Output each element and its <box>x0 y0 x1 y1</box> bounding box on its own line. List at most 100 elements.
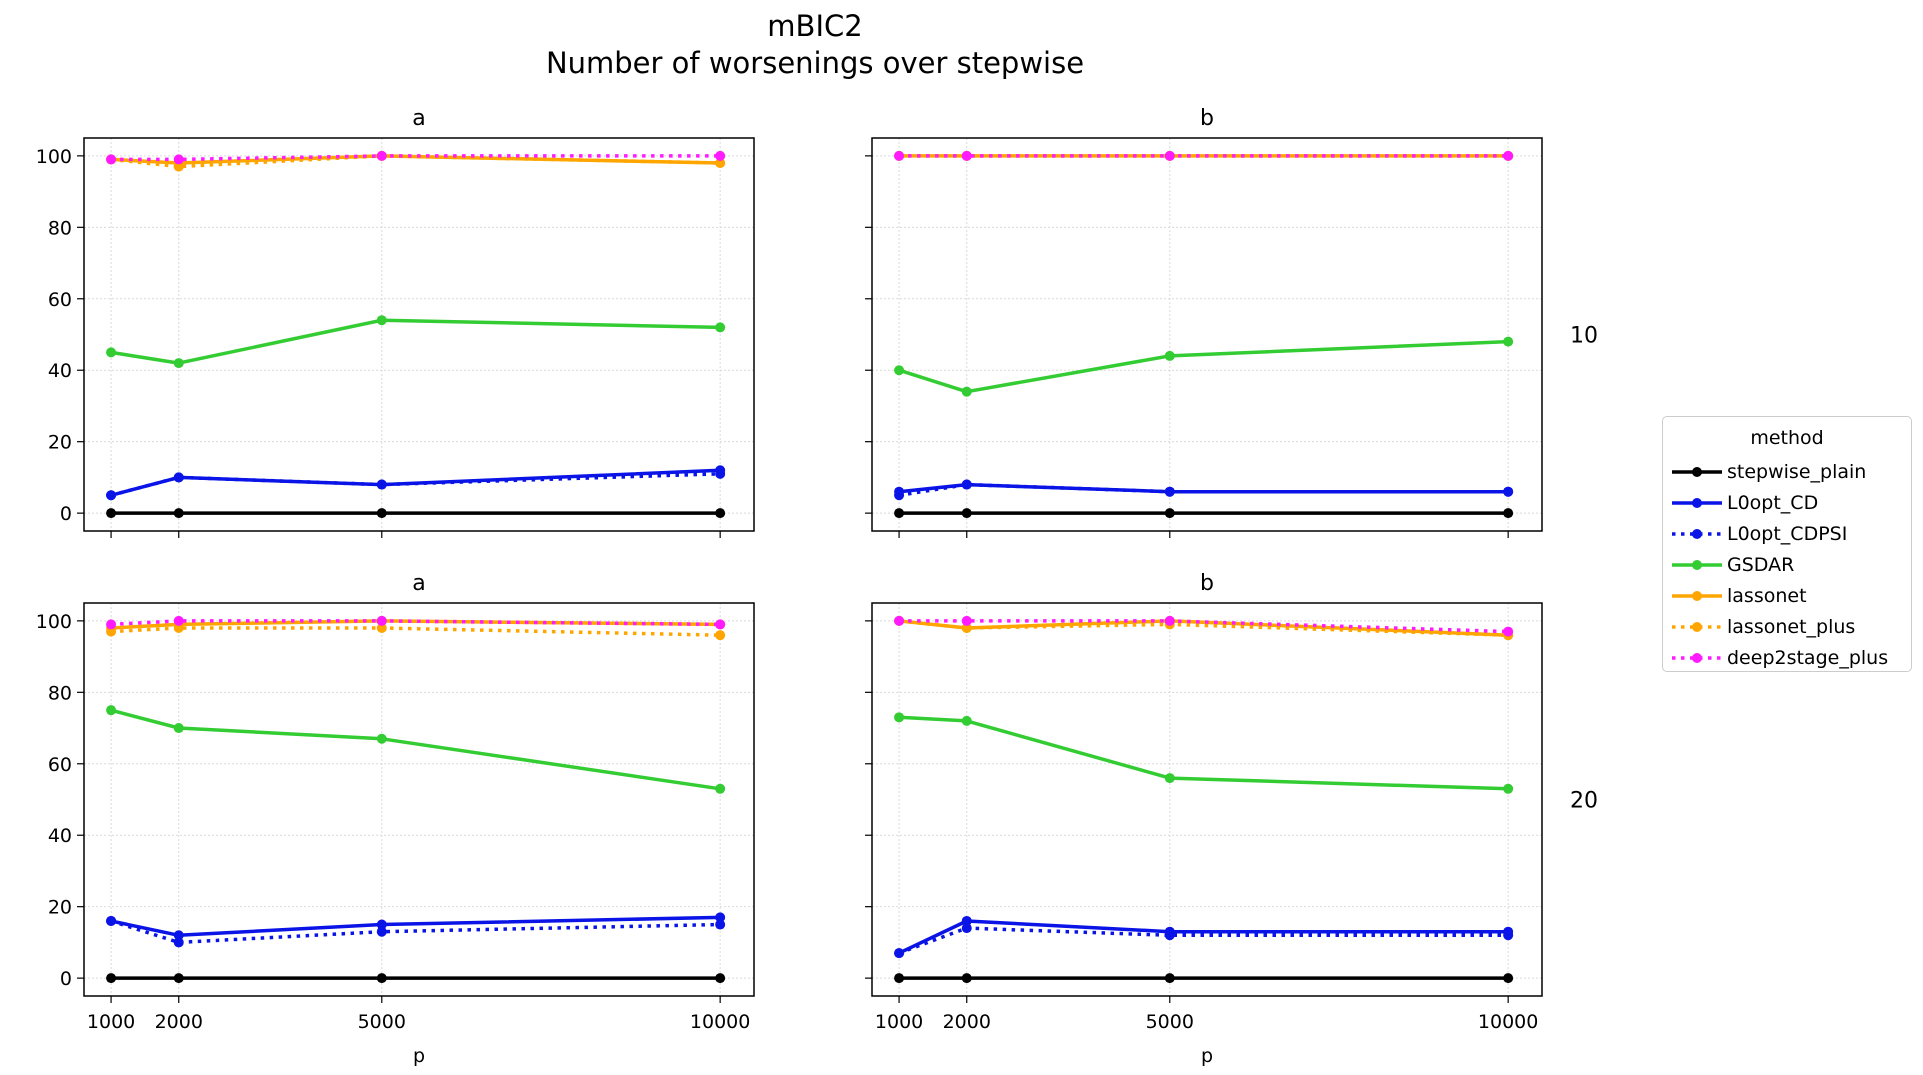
data-point-deep2stage_plus <box>715 619 726 630</box>
data-point-lassonet_plus <box>376 623 387 634</box>
axes-frame <box>871 137 1543 532</box>
data-point-L0opt_CD <box>961 915 972 926</box>
series-line-GSDAR <box>110 318 721 365</box>
data-point-deep2stage_plus <box>1503 150 1514 161</box>
data-point-deep2stage_plus <box>1164 150 1175 161</box>
data-point-stepwise_plain <box>376 973 387 984</box>
subplot-4: 1000 2000 5000 10000 b p 20 <box>865 571 1598 1067</box>
x-tick-label: 10000 <box>1478 1011 1538 1033</box>
legend-item-lassonet: lassonet <box>1663 581 1911 611</box>
data-point-stepwise_plain <box>1503 508 1514 519</box>
x-axis-label: p <box>1201 1045 1213 1067</box>
data-point-GSDAR <box>173 723 184 734</box>
data-point-stepwise_plain <box>173 508 184 519</box>
data-point-GSDAR <box>376 733 387 744</box>
legend-item-GSDAR: GSDAR <box>1663 550 1911 580</box>
data-point-deep2stage_plus <box>961 150 972 161</box>
data-point-deep2stage_plus <box>106 154 117 165</box>
data-point-lassonet_plus <box>106 626 117 637</box>
legend-marker <box>1692 622 1702 632</box>
legend-title: method <box>1750 427 1824 449</box>
data-point-lassonet_plus <box>173 623 184 634</box>
data-point-stepwise_plain <box>376 508 387 519</box>
data-point-stepwise_plain <box>715 508 726 519</box>
data-point-L0opt_CD <box>715 912 726 923</box>
data-point-GSDAR <box>376 315 387 326</box>
data-point-deep2stage_plus <box>173 154 184 165</box>
subplot-2: b 10 <box>865 106 1598 538</box>
data-point-L0opt_CDPSI <box>106 915 117 926</box>
data-point-L0opt_CDPSI <box>173 472 184 483</box>
subplot-title: b <box>1200 571 1214 596</box>
x-axis-label: p <box>413 1045 425 1067</box>
data-point-L0opt_CDPSI <box>376 479 387 490</box>
data-point-GSDAR <box>173 358 184 369</box>
y-tick-label: 20 <box>48 432 72 454</box>
legend-item-deep2stage_plus: deep2stage_plus <box>1663 643 1911 673</box>
series-line-GSDAR <box>898 339 1509 394</box>
x-tick-label: 1000 <box>875 1011 923 1033</box>
y-tick-label: 0 <box>60 968 72 990</box>
data-point-L0opt_CDPSI <box>1503 486 1514 497</box>
legend-item-L0opt_CDPSI: L0opt_CDPSI <box>1663 519 1911 549</box>
y-tick-label: 100 <box>36 611 72 633</box>
legend-swatch <box>1672 529 1722 539</box>
data-point-deep2stage_plus <box>376 150 387 161</box>
data-point-lassonet_plus <box>715 630 726 641</box>
x-tick-label: 2000 <box>155 1011 203 1033</box>
legend-label: L0opt_CDPSI <box>1727 523 1848 545</box>
data-point-stepwise_plain <box>894 973 905 984</box>
series-line-L0opt_CD <box>898 482 1509 494</box>
legend-item-stepwise_plain: stepwise_plain <box>1663 457 1911 487</box>
legend-swatch <box>1672 622 1722 632</box>
subplot-1: 0 20 40 60 80 100 a <box>36 106 755 538</box>
series-line-L0opt_CDPSI <box>110 919 721 945</box>
data-point-deep2stage_plus <box>106 619 117 630</box>
data-point-L0opt_CDPSI <box>1503 930 1514 941</box>
data-point-L0opt_CDPSI <box>894 490 905 501</box>
data-point-deep2stage_plus <box>715 150 726 161</box>
legend-swatch <box>1672 560 1722 570</box>
y-tick-label: 60 <box>48 289 72 311</box>
data-point-deep2stage_plus <box>173 615 184 626</box>
data-point-GSDAR <box>961 386 972 397</box>
y-tick-label: 60 <box>48 754 72 776</box>
x-tick-label: 10000 <box>690 1011 750 1033</box>
data-point-GSDAR <box>106 705 117 716</box>
series-line-lassonet <box>111 619 721 630</box>
y-tick-label: 0 <box>60 503 72 525</box>
legend-swatch <box>1672 498 1722 508</box>
y-tick-label: 40 <box>48 360 72 382</box>
data-point-GSDAR <box>715 322 726 333</box>
data-point-GSDAR <box>894 365 905 376</box>
legend-swatch <box>1672 653 1722 663</box>
y-tick-label: 20 <box>48 897 72 919</box>
axes-frame <box>83 137 755 532</box>
subplot-title: a <box>412 571 425 596</box>
series-line-lassonet <box>898 619 1509 637</box>
data-point-stepwise_plain <box>894 508 905 519</box>
data-point-GSDAR <box>1164 350 1175 361</box>
data-point-deep2stage_plus <box>376 615 387 626</box>
legend-marker <box>1692 560 1702 570</box>
data-point-deep2stage_plus <box>961 615 972 626</box>
series-line-lassonet_plus <box>111 626 721 637</box>
row-facet-label: 10 <box>1570 324 1598 349</box>
data-point-deep2stage_plus <box>894 150 905 161</box>
data-point-L0opt_CDPSI <box>1164 486 1175 497</box>
data-point-L0opt_CDPSI <box>715 919 726 930</box>
data-point-L0opt_CDPSI <box>961 923 972 934</box>
axes-frame <box>83 602 755 997</box>
legend-label: deep2stage_plus <box>1727 647 1889 669</box>
legend-marker <box>1692 498 1702 508</box>
data-point-GSDAR <box>894 712 905 723</box>
row-facet-label: 20 <box>1570 789 1598 814</box>
legend-label: lassonet_plus <box>1727 616 1856 638</box>
figure-title: mBIC2 Number of worsenings over stepwise <box>0 8 1630 82</box>
figure-title-line2: Number of worsenings over stepwise <box>545 46 1085 80</box>
legend-marker <box>1692 653 1702 663</box>
data-point-L0opt_CDPSI <box>1164 930 1175 941</box>
data-point-deep2stage_plus <box>1503 626 1514 637</box>
